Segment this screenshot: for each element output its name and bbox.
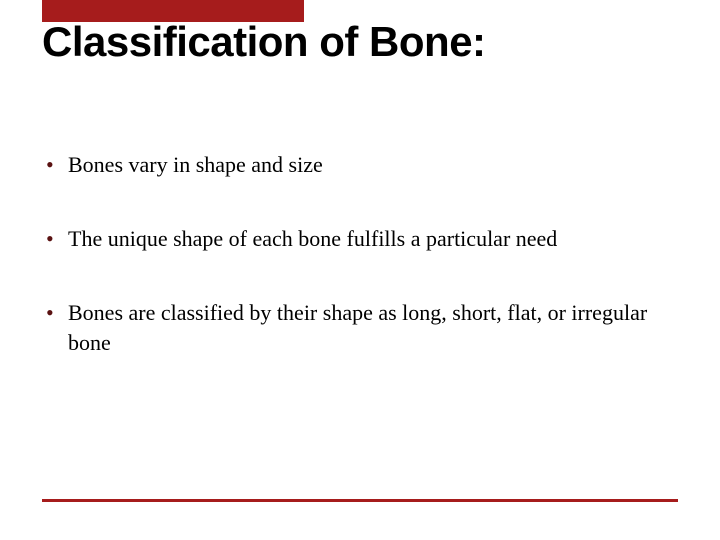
list-item: Bones vary in shape and size (42, 150, 660, 180)
bullet-text: Bones are classified by their shape as l… (68, 300, 647, 355)
bottom-divider (42, 499, 678, 502)
list-item: The unique shape of each bone fulfills a… (42, 224, 660, 254)
bullet-list: Bones vary in shape and size The unique … (42, 150, 660, 402)
bullet-text: Bones vary in shape and size (68, 152, 323, 177)
bullet-text: The unique shape of each bone fulfills a… (68, 226, 557, 251)
slide-title: Classification of Bone: (42, 18, 486, 66)
list-item: Bones are classified by their shape as l… (42, 298, 660, 358)
